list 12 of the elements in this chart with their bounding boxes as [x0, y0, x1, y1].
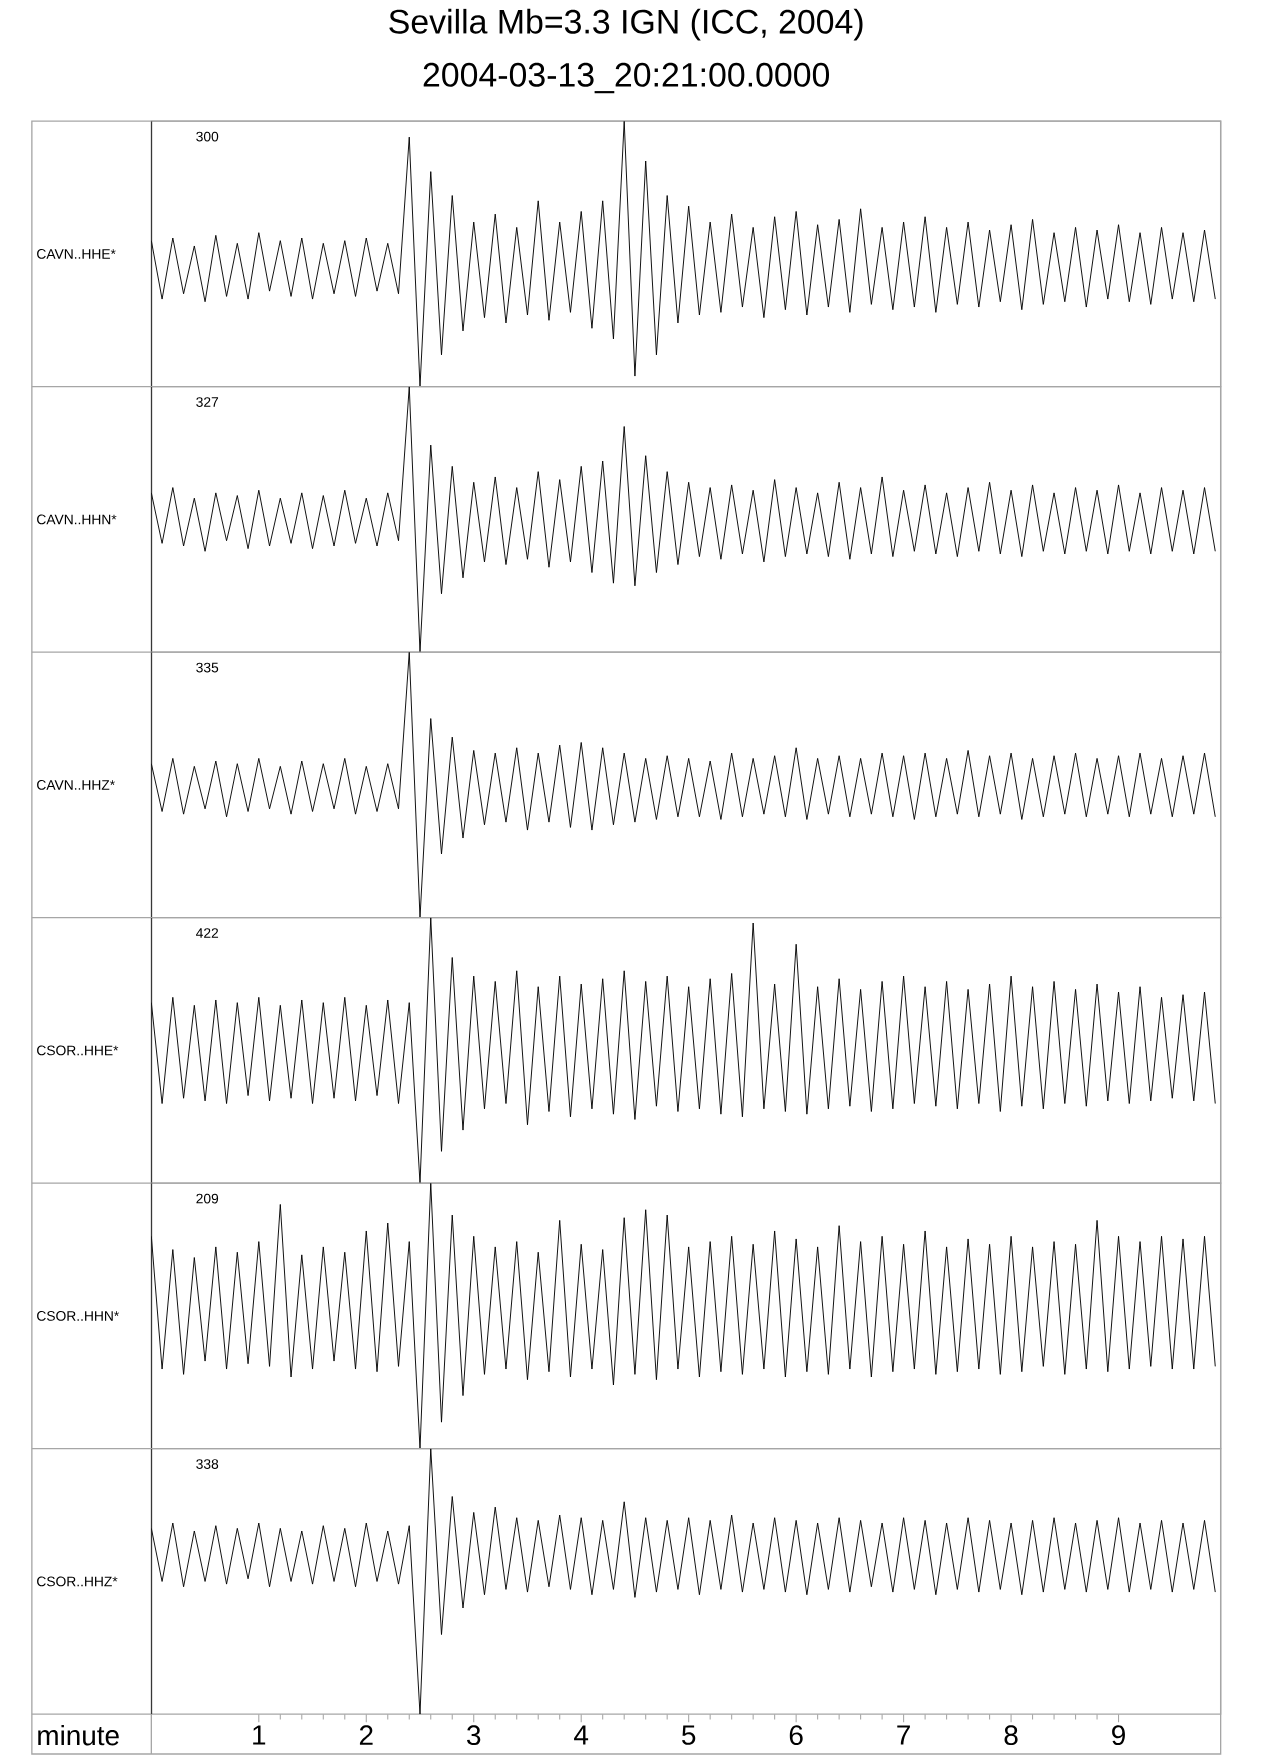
x-tick-label: 7: [897, 1725, 910, 1745]
x-tick-label: 6: [789, 1725, 803, 1746]
x-tick-label: 2: [359, 1725, 373, 1745]
chart-title: Sevilla Mb=3.3 IGN (ICC, 2004): [389, 8, 863, 41]
x-tick-label: 3: [466, 1725, 481, 1746]
x-tick-label: 1: [252, 1725, 265, 1745]
x-tick-label: 9: [1111, 1725, 1125, 1746]
x-axis-title: minute: [38, 1724, 119, 1746]
chart-subtitle: 2004-03-13_20:21:00.0000: [423, 62, 829, 94]
x-tick-label: 4: [573, 1725, 588, 1745]
x-tick-label: 8: [1004, 1725, 1018, 1746]
x-tick-label: 5: [681, 1725, 696, 1745]
